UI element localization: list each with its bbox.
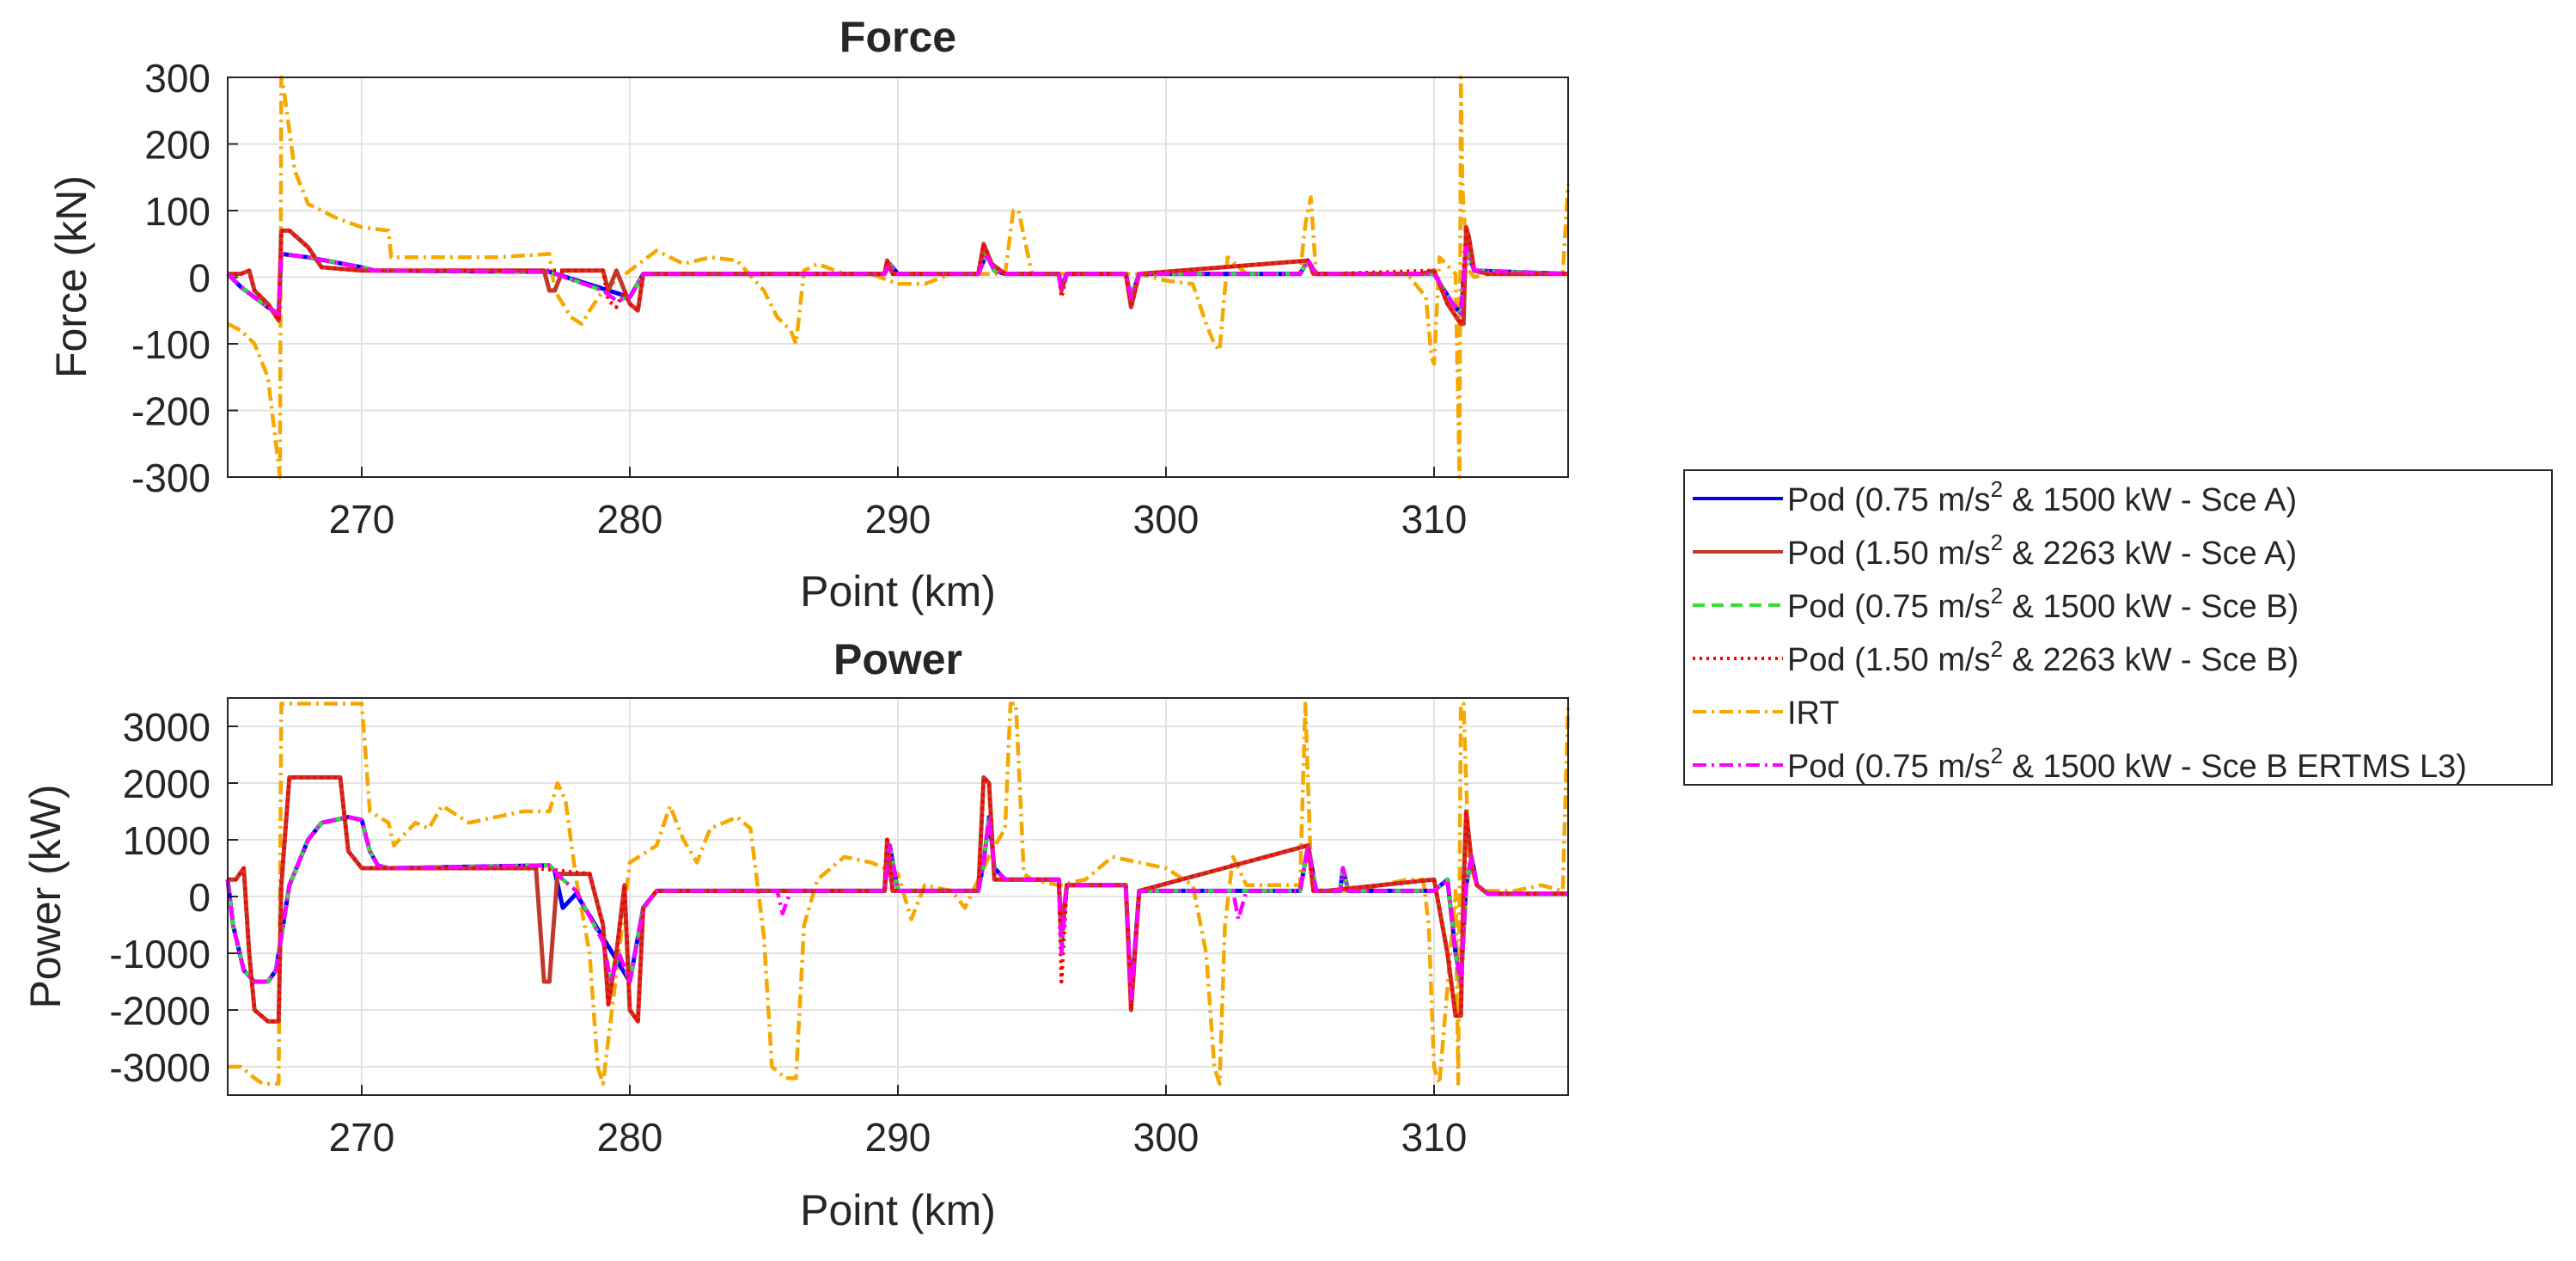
x-tick-label: 280 [597,1115,663,1160]
y-tick-label: -3000 [109,1045,211,1090]
power-plot: Power 3000 2000 1000 0 -1000 -2000 -3000 270 28… [21,635,1571,1234]
y-tick-label: -100 [131,322,211,367]
legend-entries: Pod (0.75 m/s2 & 1500 kW - Sce A)Pod (1.… [1693,476,2467,785]
legend-label-superscript: 2 [1991,529,2003,555]
legend-label-text: Pod (0.75 m/s [1787,589,1991,625]
series-line-3 [228,225,1568,327]
x-tick-label: 310 [1401,497,1468,542]
x-tick-label: 300 [1133,497,1199,542]
legend-label-rest: & 1500 kW - Sce A) [2003,482,2297,518]
legend-label-rest: & 1500 kW - Sce B ERTMS L3) [2003,749,2467,785]
x-tick-label: 310 [1401,1115,1468,1160]
y-tick-label: -200 [131,389,211,434]
x-tick-label: 290 [865,497,931,542]
legend-label-2: Pod (0.75 m/s2 & 1500 kW - Sce B) [1787,583,2298,625]
y-tick-label: 300 [144,56,211,101]
x-tick-label: 280 [597,497,663,542]
force-title: Force [839,13,956,61]
legend-box [1683,469,2553,786]
y-tick-label: 100 [144,189,211,234]
series-line-5 [226,245,1569,316]
y-tick-label: 3000 [123,705,211,750]
legend-label-rest: & 2263 kW - Sce A) [2003,536,2297,572]
power-title: Power [833,635,962,683]
y-tick-label: 2000 [123,762,211,806]
power-plot-frame [227,697,1569,1096]
legend-label-text: Pod (0.75 m/s [1787,749,1991,785]
x-tick-label: 270 [329,1115,395,1160]
power-series-group [225,701,1571,1087]
legend-label-superscript: 2 [1991,583,2003,609]
legend-label-text: Pod (1.50 m/s [1787,642,1991,678]
legend-label-4: IRT [1787,695,1840,732]
force-x-tick-labels: 270 280 290 300 310 [329,497,1468,542]
force-series-group [226,75,1571,480]
force-x-axis-label: Point (km) [800,567,996,615]
x-tick-label: 300 [1133,1115,1199,1160]
y-tick-label: 200 [144,123,211,168]
force-y-tick-labels: 300 200 100 0 -100 -200 -300 [131,56,211,500]
force-plot-frame [227,77,1569,478]
y-tick-label: -1000 [109,932,211,976]
legend-label-text: Pod (0.75 m/s [1787,482,1991,518]
legend-label-3: Pod (1.50 m/s2 & 2263 kW - Sce B) [1787,636,2298,678]
x-tick-label: 270 [329,497,395,542]
x-tick-label: 290 [865,1115,931,1160]
y-tick-label: -300 [131,456,211,500]
legend-label-superscript: 2 [1991,636,2003,662]
legend-label-5: Pod (0.75 m/s2 & 1500 kW - Sce B ERTMS L… [1787,743,2467,785]
power-y-axis-label: Power (kW) [21,784,70,1008]
legend-label-superscript: 2 [1991,743,2003,768]
legend-label-superscript: 2 [1991,476,2003,502]
force-plot: Force 300 200 100 0 -100 -200 -300 270 280 290 30… [47,13,1571,615]
power-x-axis-label: Point (km) [800,1186,996,1234]
force-y-axis-label: Force (kN) [47,175,95,378]
legend-label-0: Pod (0.75 m/s2 & 1500 kW - Sce A) [1787,476,2297,518]
power-y-tick-labels: 3000 2000 1000 0 -1000 -2000 -3000 [109,705,211,1090]
legend-label-rest: & 1500 kW - Sce B) [2003,589,2298,625]
legend-label-1: Pod (1.50 m/s2 & 2263 kW - Sce A) [1787,529,2297,572]
series-line-4 [228,701,1571,1087]
y-tick-label: -2000 [109,989,211,1033]
y-tick-label: 0 [188,256,211,301]
legend: Pod (0.75 m/s2 & 1500 kW - Sce A)Pod (1.… [1683,469,2553,786]
power-x-tick-labels: 270 280 290 300 310 [329,1115,1468,1160]
series-line-3 [228,775,1568,1024]
power-grid [228,698,1568,1095]
y-tick-label: 1000 [123,818,211,863]
legend-label-text: Pod (1.50 m/s [1787,536,1991,572]
legend-label-text: IRT [1787,695,1840,732]
series-line-5 [225,815,1568,1001]
y-tick-label: 0 [188,875,211,920]
legend-label-rest: & 2263 kW - Sce B) [2003,642,2298,678]
